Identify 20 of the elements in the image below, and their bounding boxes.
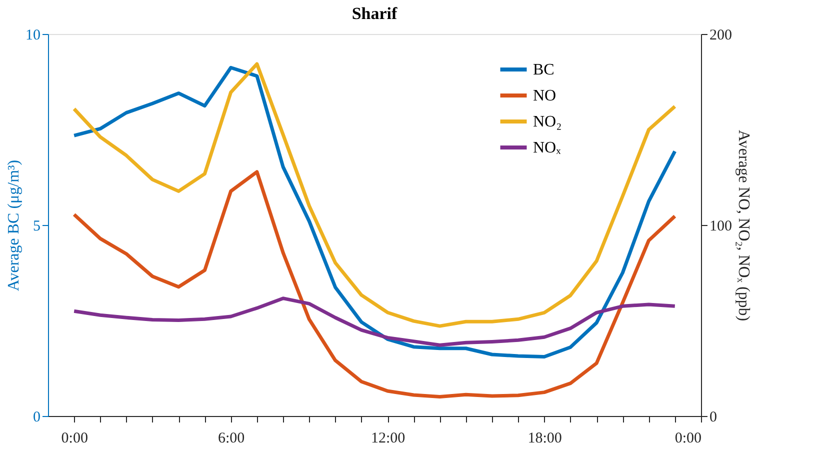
line-series (72, 170, 677, 398)
x-tick-label: 0:00 (674, 430, 702, 446)
y-tick-label: 5 (33, 218, 40, 234)
legend-label: NO₂ (533, 114, 562, 130)
y-axis-title: Average BC (μg/m³) (6, 160, 22, 292)
x-tick-label: 12:00 (370, 430, 406, 446)
chart-title: Sharif (352, 4, 398, 23)
legend-label: NOₓ (533, 140, 562, 156)
y2-tick-label: 0 (710, 410, 717, 426)
y-tick-label: 0 (33, 410, 40, 426)
legend-label: NO (533, 88, 556, 104)
x-tick-label: 18:00 (528, 430, 562, 446)
line-series (72, 296, 677, 347)
legend-label: BC (533, 62, 554, 78)
x-tick-label: 6:00 (218, 430, 245, 446)
y-tick-label: 10 (26, 28, 40, 44)
y2-axis-title: Average NO, NO₂, NOₓ (ppb) (735, 130, 752, 322)
y2-tick-label: 200 (710, 28, 732, 44)
x-tick-label: 0:00 (61, 430, 88, 446)
y2-tick-label: 100 (710, 218, 732, 234)
